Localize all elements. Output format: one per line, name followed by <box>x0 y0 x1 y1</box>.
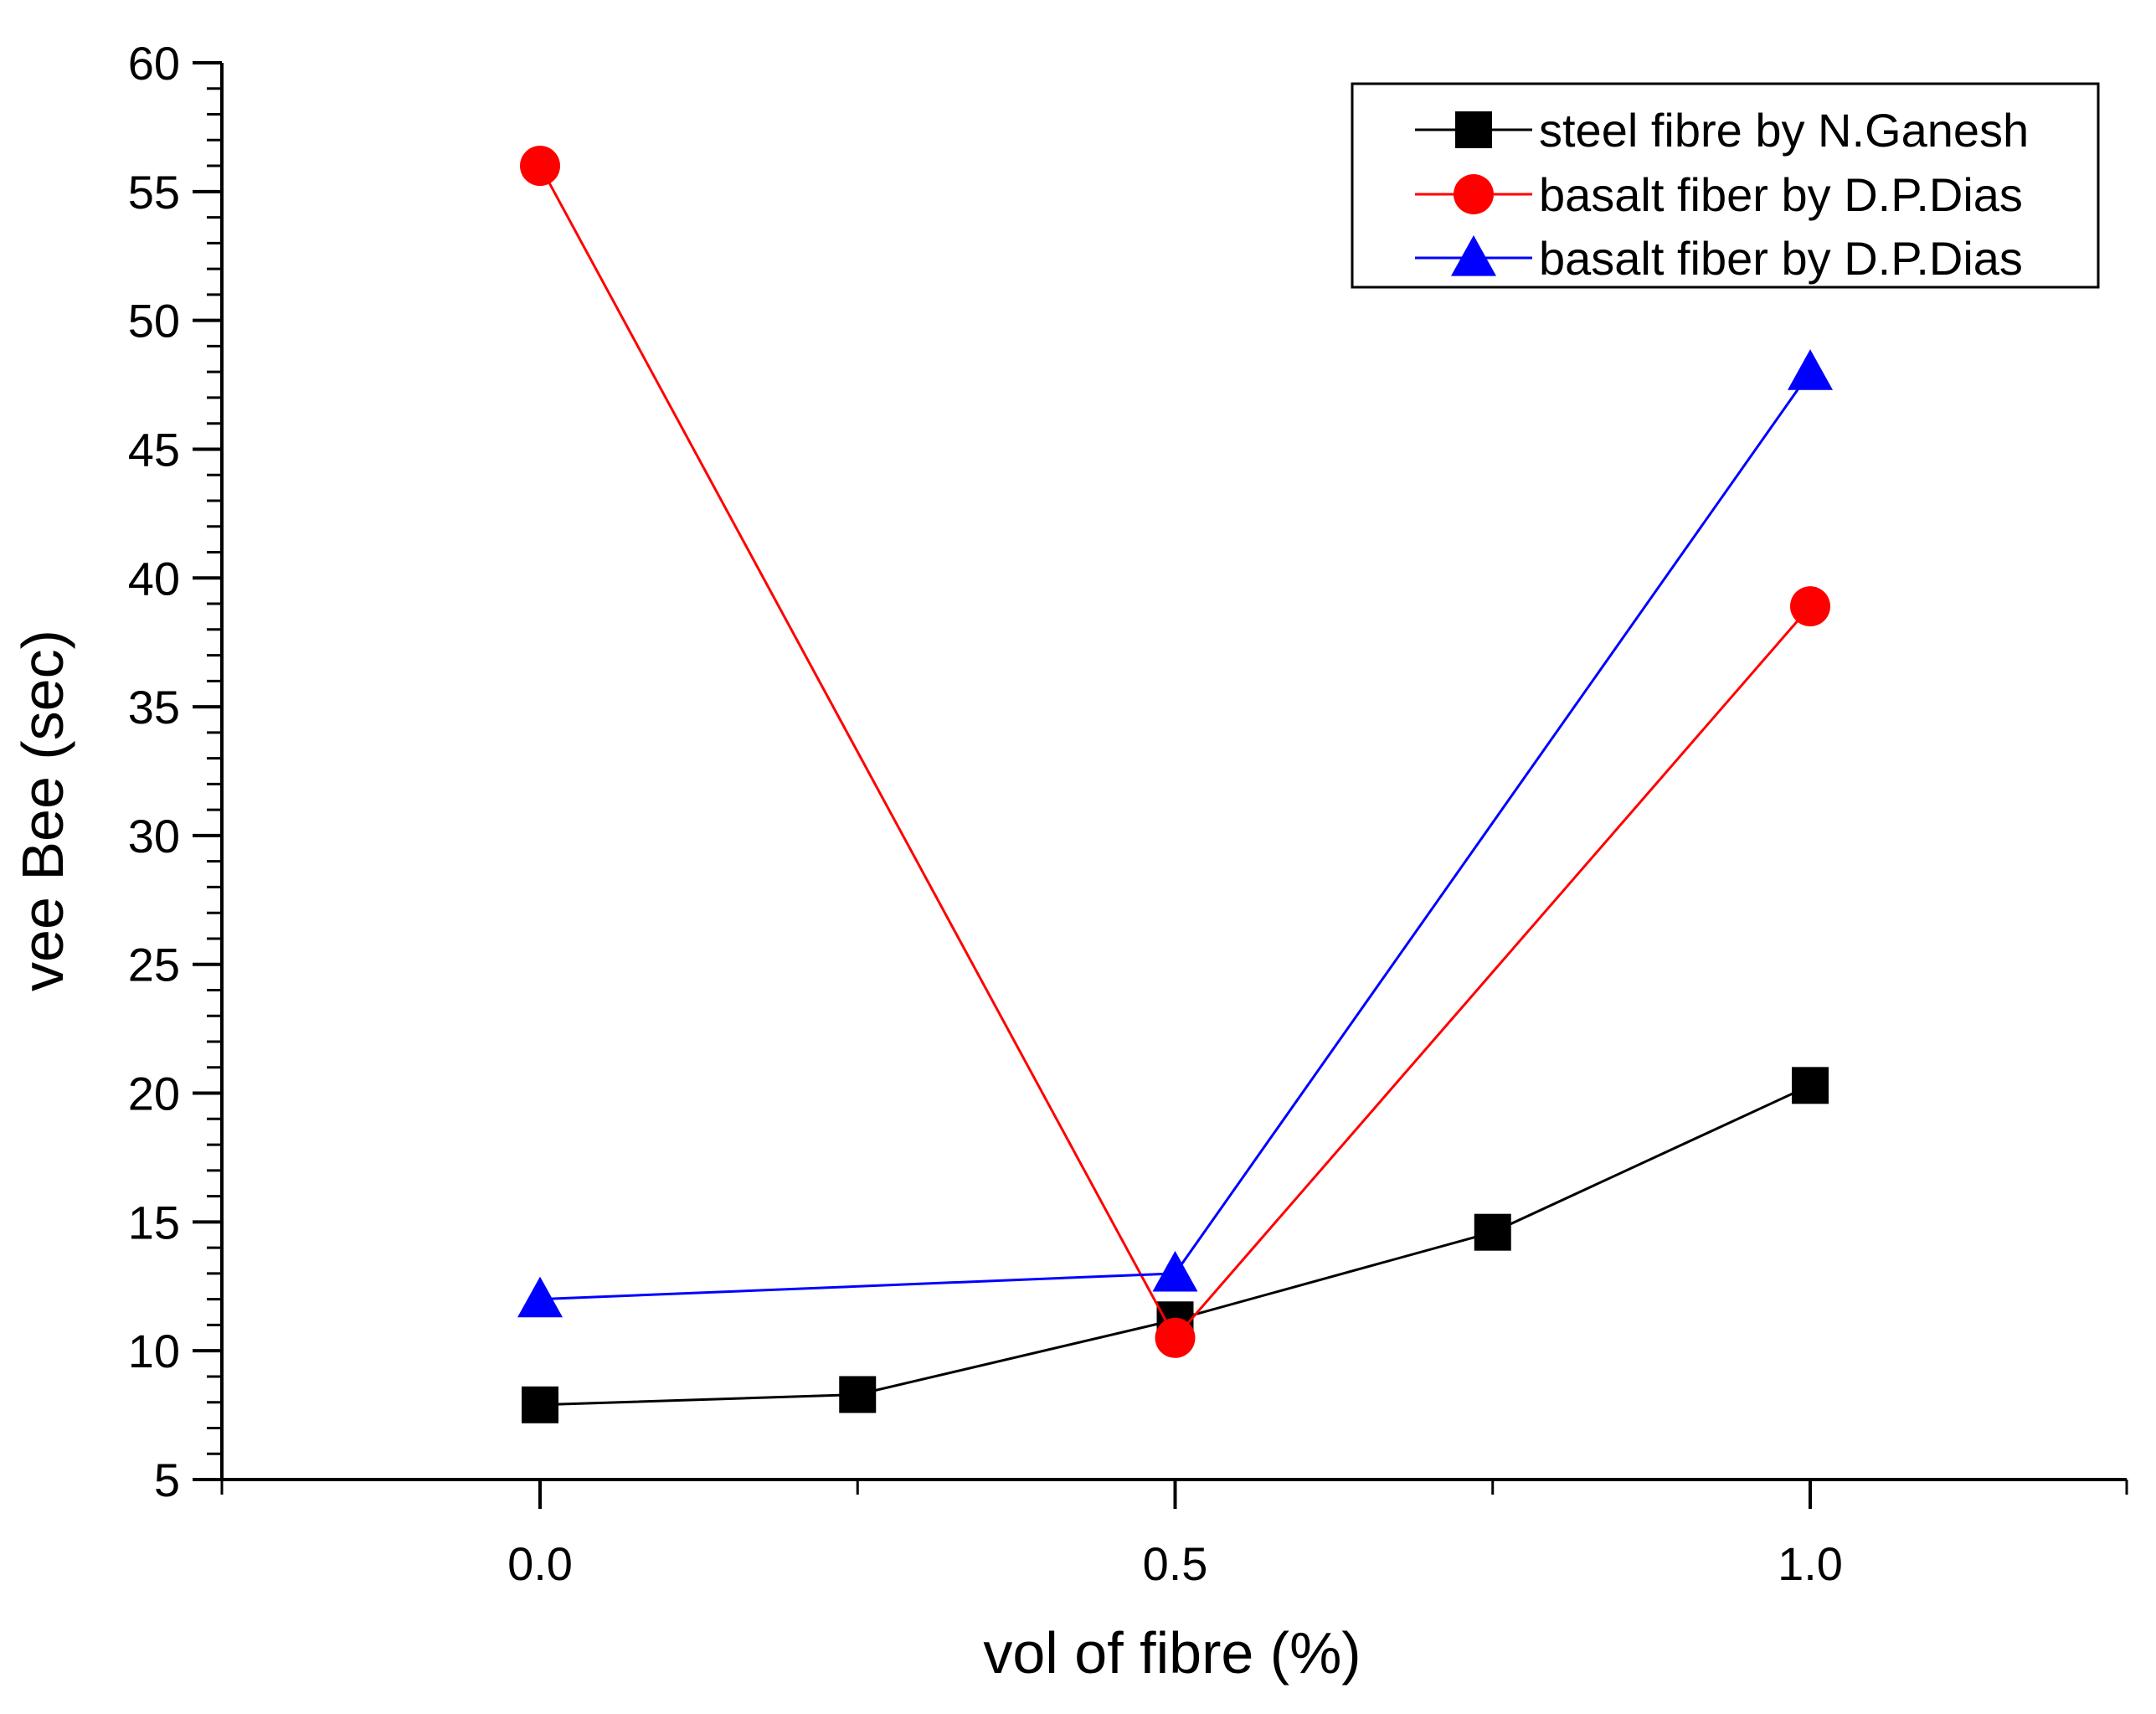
legend-entry: steel fibre by N.Ganesh <box>1415 104 2029 157</box>
data-point-triangle <box>1152 1250 1198 1292</box>
legend-marker-square <box>1455 111 1492 148</box>
x-tick-label: 0.5 <box>1143 1537 1208 1590</box>
legend-label: basalt fiber by D.P.Dias <box>1539 168 2023 221</box>
x-tick-label: 0.0 <box>507 1537 573 1590</box>
y-tick-label: 5 <box>154 1454 180 1506</box>
legend-label: basalt fiber by D.P.Dias <box>1539 232 2023 285</box>
data-point-circle <box>1155 1317 1196 1358</box>
data-point-circle <box>1790 586 1830 627</box>
data-point-square <box>1474 1213 1511 1251</box>
legend-label: steel fibre by N.Ganesh <box>1539 104 2029 157</box>
y-tick-label: 20 <box>128 1068 180 1120</box>
x-axis-title: vol of fibre (%) <box>983 1620 1361 1686</box>
series-layer <box>517 146 1833 1423</box>
data-point-square <box>1792 1067 1829 1104</box>
y-tick-label: 40 <box>128 552 180 605</box>
y-tick-label: 50 <box>128 295 180 347</box>
legend-marker-circle <box>1454 174 1494 214</box>
x-ticks: 0.0 0.5 1.0 <box>220 1480 2128 1590</box>
data-point-circle <box>520 146 560 187</box>
y-tick-label: 15 <box>128 1196 180 1248</box>
legend-marker-triangle <box>1451 235 1496 276</box>
series-circle <box>520 146 1830 1358</box>
y-tick-label: 55 <box>128 166 180 219</box>
legend-entry: basalt fiber by D.P.Dias <box>1415 168 2023 221</box>
data-point-square <box>522 1386 558 1423</box>
y-tick-label: 45 <box>128 423 180 476</box>
y-tick-label: 25 <box>128 939 180 991</box>
series-triangle <box>517 349 1833 1318</box>
y-tick-label: 35 <box>128 681 180 733</box>
y-ticks: 5 10 15 20 25 30 35 40 45 50 55 60 <box>128 37 222 1506</box>
data-point-triangle <box>1788 349 1833 390</box>
legend-entries: steel fibre by N.Ganesh basalt fiber by D… <box>1415 104 2029 285</box>
legend-entry: basalt fiber by D.P.Dias <box>1415 232 2023 285</box>
x-tick-label: 1.0 <box>1778 1537 1843 1590</box>
y-tick-label: 60 <box>128 37 180 90</box>
y-axis-title: vee Bee (sec) <box>10 630 75 991</box>
y-tick-label: 10 <box>128 1325 180 1377</box>
data-point-square <box>839 1376 877 1413</box>
legend: steel fibre by N.Ganesh basalt fiber by D… <box>1351 82 2100 289</box>
data-point-triangle <box>517 1276 563 1318</box>
y-tick-label: 30 <box>128 810 180 862</box>
